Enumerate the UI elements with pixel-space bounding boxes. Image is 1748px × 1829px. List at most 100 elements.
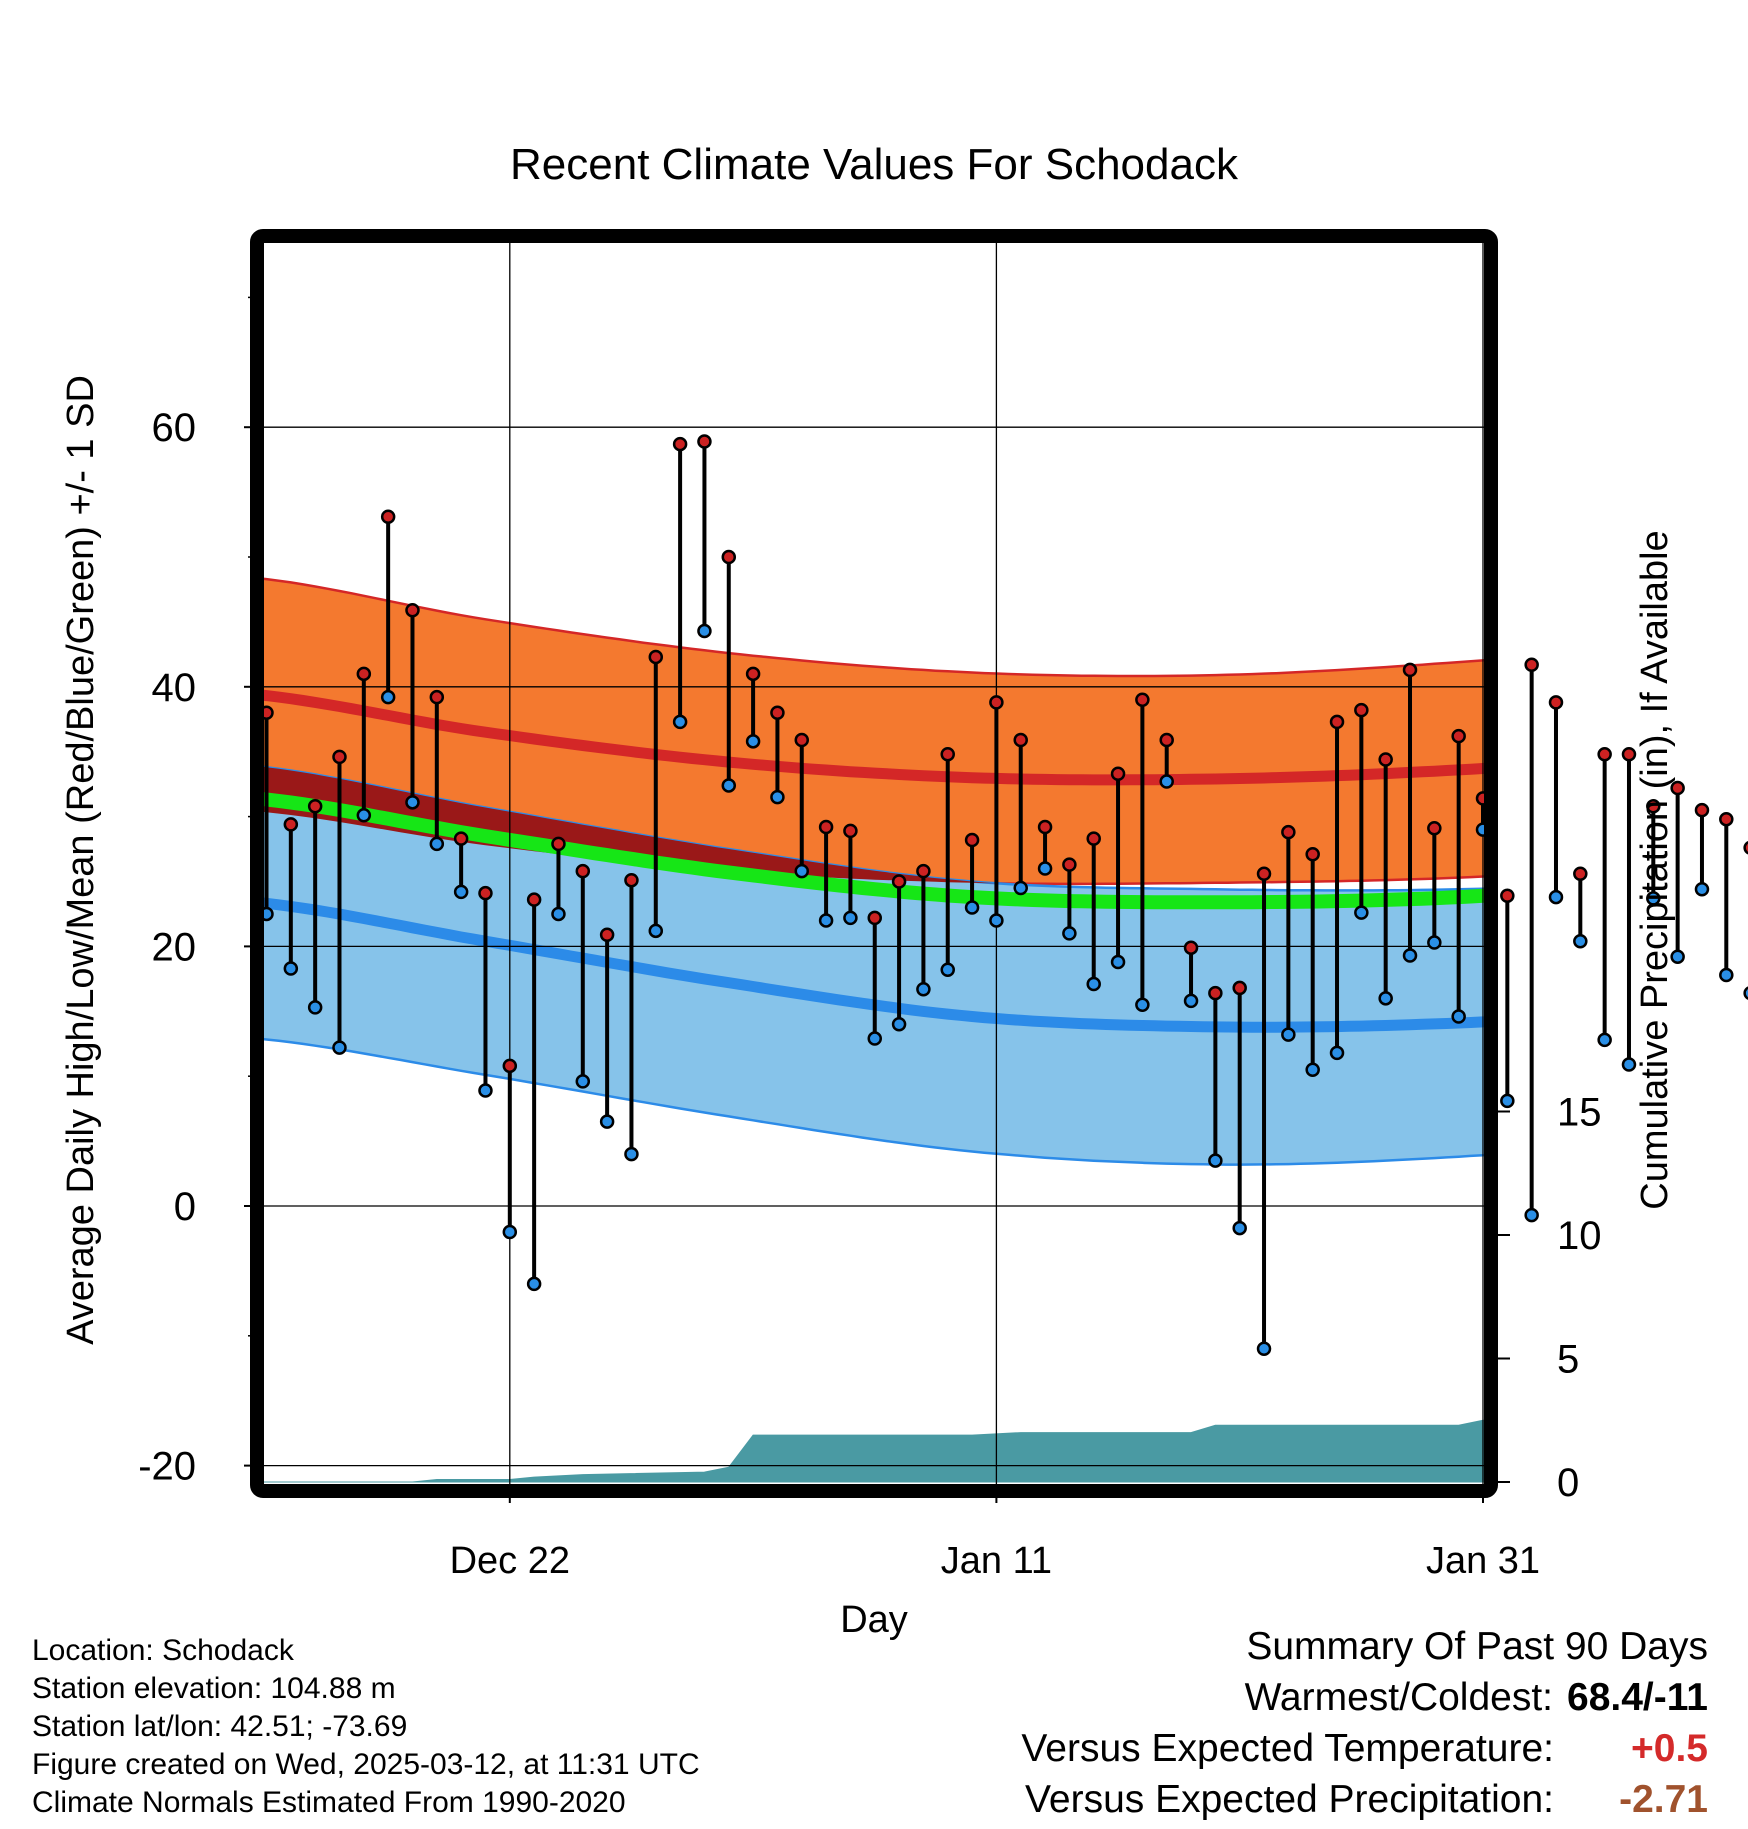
low-point <box>698 625 710 637</box>
low-point <box>869 1033 881 1045</box>
high-point <box>1599 748 1611 760</box>
low-point <box>1136 999 1148 1011</box>
low-point <box>771 791 783 803</box>
temperature-label: Versus Expected Temperature: <box>1021 1727 1554 1771</box>
low-point <box>1282 1029 1294 1041</box>
high-point <box>917 865 929 877</box>
high-point <box>1355 704 1367 716</box>
y2-tick-label: 10 <box>1557 1214 1602 1258</box>
high-point <box>1453 730 1465 742</box>
low-point <box>1112 956 1124 968</box>
high-point <box>747 668 759 680</box>
y-tick-label: 40 <box>152 666 197 710</box>
low-point <box>601 1116 613 1128</box>
high-point <box>1550 696 1562 708</box>
normals-period: Climate Normals Estimated From 1990-2020 <box>32 1784 700 1822</box>
precipitation-label: Versus Expected Precipitation: <box>1025 1778 1554 1822</box>
low-point <box>1696 883 1708 895</box>
high-point <box>1404 664 1416 676</box>
high-point <box>1088 833 1100 845</box>
low-point <box>674 716 686 728</box>
high-point <box>844 825 856 837</box>
low-point <box>1331 1047 1343 1059</box>
summary-temperature: Versus Expected Temperature: +0.5 <box>1021 1727 1708 1778</box>
y2-tick-label: 5 <box>1557 1338 1579 1382</box>
low-point <box>1380 992 1392 1004</box>
low-point <box>285 962 297 974</box>
y2-tick-label: 15 <box>1557 1091 1602 1135</box>
high-point <box>1015 734 1027 746</box>
low-point <box>431 838 443 850</box>
high-point <box>1574 868 1586 880</box>
low-point <box>1039 863 1051 875</box>
warmest-coldest-label: Warmest/Coldest: <box>1245 1676 1553 1720</box>
high-point <box>1428 822 1440 834</box>
low-point <box>1720 969 1732 981</box>
low-point <box>1574 935 1586 947</box>
low-point <box>796 865 808 877</box>
low-point <box>625 1148 637 1160</box>
high-point <box>893 876 905 888</box>
low-point <box>1234 1222 1246 1234</box>
high-point <box>1112 768 1124 780</box>
low-point <box>1404 949 1416 961</box>
high-point <box>1720 813 1732 825</box>
precip-area <box>242 1354 1748 1482</box>
high-point <box>601 929 613 941</box>
precipitation-area <box>242 1354 1748 1482</box>
station-location: Location: Schodack <box>32 1632 700 1670</box>
summary-heading: Summary Of Past 90 Days <box>1021 1625 1708 1676</box>
low-point <box>1428 937 1440 949</box>
high-point <box>1258 868 1270 880</box>
summary-heading-text: Summary Of Past 90 Days <box>1246 1625 1708 1669</box>
y-tick-label: 20 <box>152 925 197 969</box>
low-point <box>1526 1209 1538 1221</box>
high-point <box>1039 821 1051 833</box>
high-point <box>552 838 564 850</box>
low-point <box>1185 995 1197 1007</box>
low-point <box>1307 1064 1319 1076</box>
high-point <box>723 551 735 563</box>
station-elevation: Station elevation: 104.88 m <box>32 1670 700 1708</box>
high-point <box>1209 987 1221 999</box>
y2-tick-label: 0 <box>1557 1461 1579 1505</box>
figure-created: Figure created on Wed, 2025-03-12, at 11… <box>32 1746 700 1784</box>
low-point <box>917 983 929 995</box>
high-point <box>1501 890 1513 902</box>
low-point <box>1550 891 1562 903</box>
high-point <box>1696 804 1708 816</box>
x-tick-label: Dec 22 <box>450 1540 570 1582</box>
low-point <box>309 1001 321 1013</box>
precipitation-value: -2.71 <box>1568 1778 1708 1822</box>
high-point <box>942 748 954 760</box>
summary-precipitation: Versus Expected Precipitation: -2.71 <box>1021 1778 1708 1829</box>
low-point <box>723 779 735 791</box>
low-point <box>1453 1010 1465 1022</box>
low-point <box>942 964 954 976</box>
low-point <box>382 691 394 703</box>
high-point <box>1234 982 1246 994</box>
high-point <box>504 1060 516 1072</box>
high-point <box>650 651 662 663</box>
warmest-coldest-value: 68.4/-11 <box>1567 1676 1708 1720</box>
low-point <box>455 886 467 898</box>
chart-title: Recent Climate Values For Schodack <box>510 140 1239 189</box>
high-point <box>1380 753 1392 765</box>
x-axis-label: Day <box>840 1599 908 1641</box>
low-point <box>552 908 564 920</box>
high-point <box>1526 659 1538 671</box>
high-point <box>455 833 467 845</box>
low-point <box>577 1075 589 1087</box>
y-tick-label: 0 <box>174 1185 196 1229</box>
high-point <box>577 865 589 877</box>
low-point <box>333 1042 345 1054</box>
low-point <box>966 901 978 913</box>
low-point <box>893 1018 905 1030</box>
x-tick-label: Jan 31 <box>1426 1540 1540 1582</box>
high-point <box>674 438 686 450</box>
x-tick-label: Jan 11 <box>941 1540 1052 1582</box>
low-point <box>1063 927 1075 939</box>
high-point <box>382 511 394 523</box>
low-point <box>528 1278 540 1290</box>
